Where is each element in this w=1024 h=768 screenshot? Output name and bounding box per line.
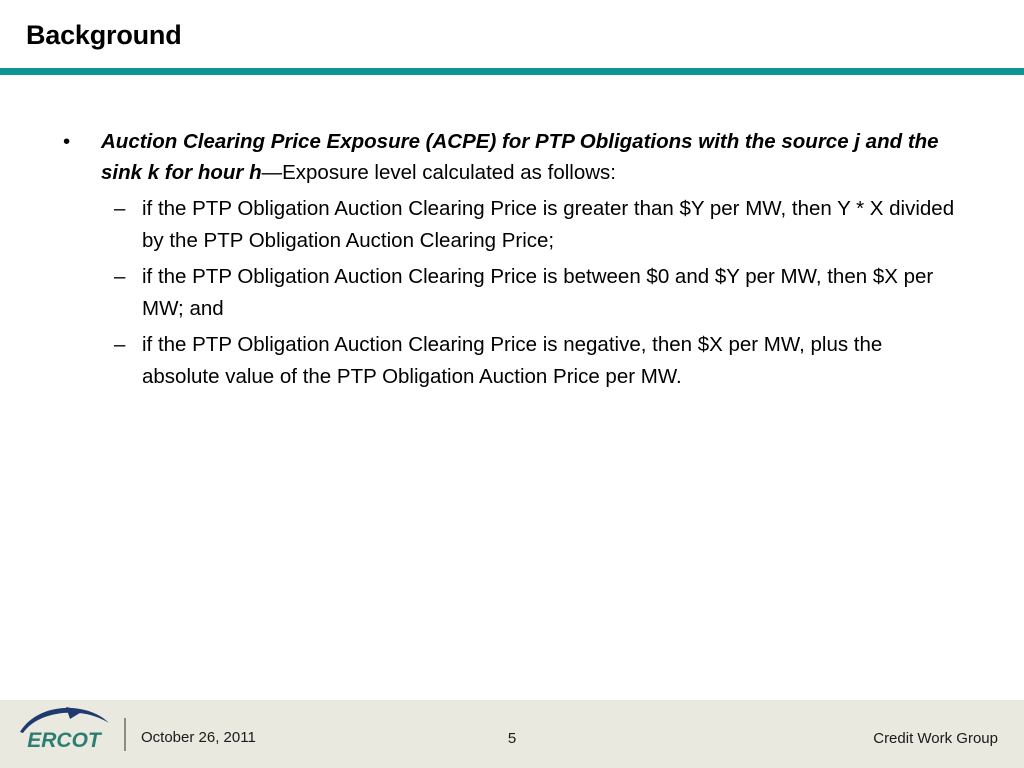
bullet-item-acpe: • Auction Clearing Price Exposure (ACPE)… <box>0 126 1024 188</box>
bullet-marker-icon: • <box>63 130 71 153</box>
page-number: 5 <box>507 730 517 747</box>
title-divider <box>0 68 1024 75</box>
arrowhead-icon <box>66 707 84 719</box>
slide-body: • Auction Clearing Price Exposure (ACPE)… <box>0 75 1024 695</box>
bullet-rest-text: —Exposure level calculated as follows: <box>261 161 616 184</box>
sub-bullet-text: if the PTP Obligation Auction Clearing P… <box>142 333 883 388</box>
dash-marker-icon: – <box>114 265 126 288</box>
page-title: Background <box>26 20 182 50</box>
sub-bullet-list: – if the PTP Obligation Auction Clearing… <box>0 193 1024 392</box>
footer-group-label: Credit Work Group <box>873 730 998 747</box>
slide-footer <box>0 700 1024 768</box>
ercot-logo-svg: ERCOT <box>20 707 109 751</box>
dash-marker-icon: – <box>114 333 126 356</box>
ercot-wordmark: ERCOT <box>27 729 103 751</box>
bullet-lead-text: Auction Clearing Price Exposure (ACPE) f… <box>101 130 939 184</box>
swoosh-arc-icon <box>20 707 109 733</box>
sub-bullet-item-3: – if the PTP Obligation Auction Clearing… <box>0 329 1024 392</box>
dash-marker-icon: – <box>114 197 126 220</box>
sub-bullet-item-2: – if the PTP Obligation Auction Clearing… <box>0 261 1024 324</box>
sub-bullet-item-1: – if the PTP Obligation Auction Clearing… <box>0 193 1024 256</box>
ercot-logo: ERCOT <box>18 705 112 751</box>
sub-bullet-text: if the PTP Obligation Auction Clearing P… <box>142 265 934 320</box>
sub-bullet-text: if the PTP Obligation Auction Clearing P… <box>142 197 955 252</box>
slide-header: Background <box>0 0 1024 68</box>
footer-separator <box>124 718 126 751</box>
footer-date: October 26, 2011 <box>141 729 256 746</box>
